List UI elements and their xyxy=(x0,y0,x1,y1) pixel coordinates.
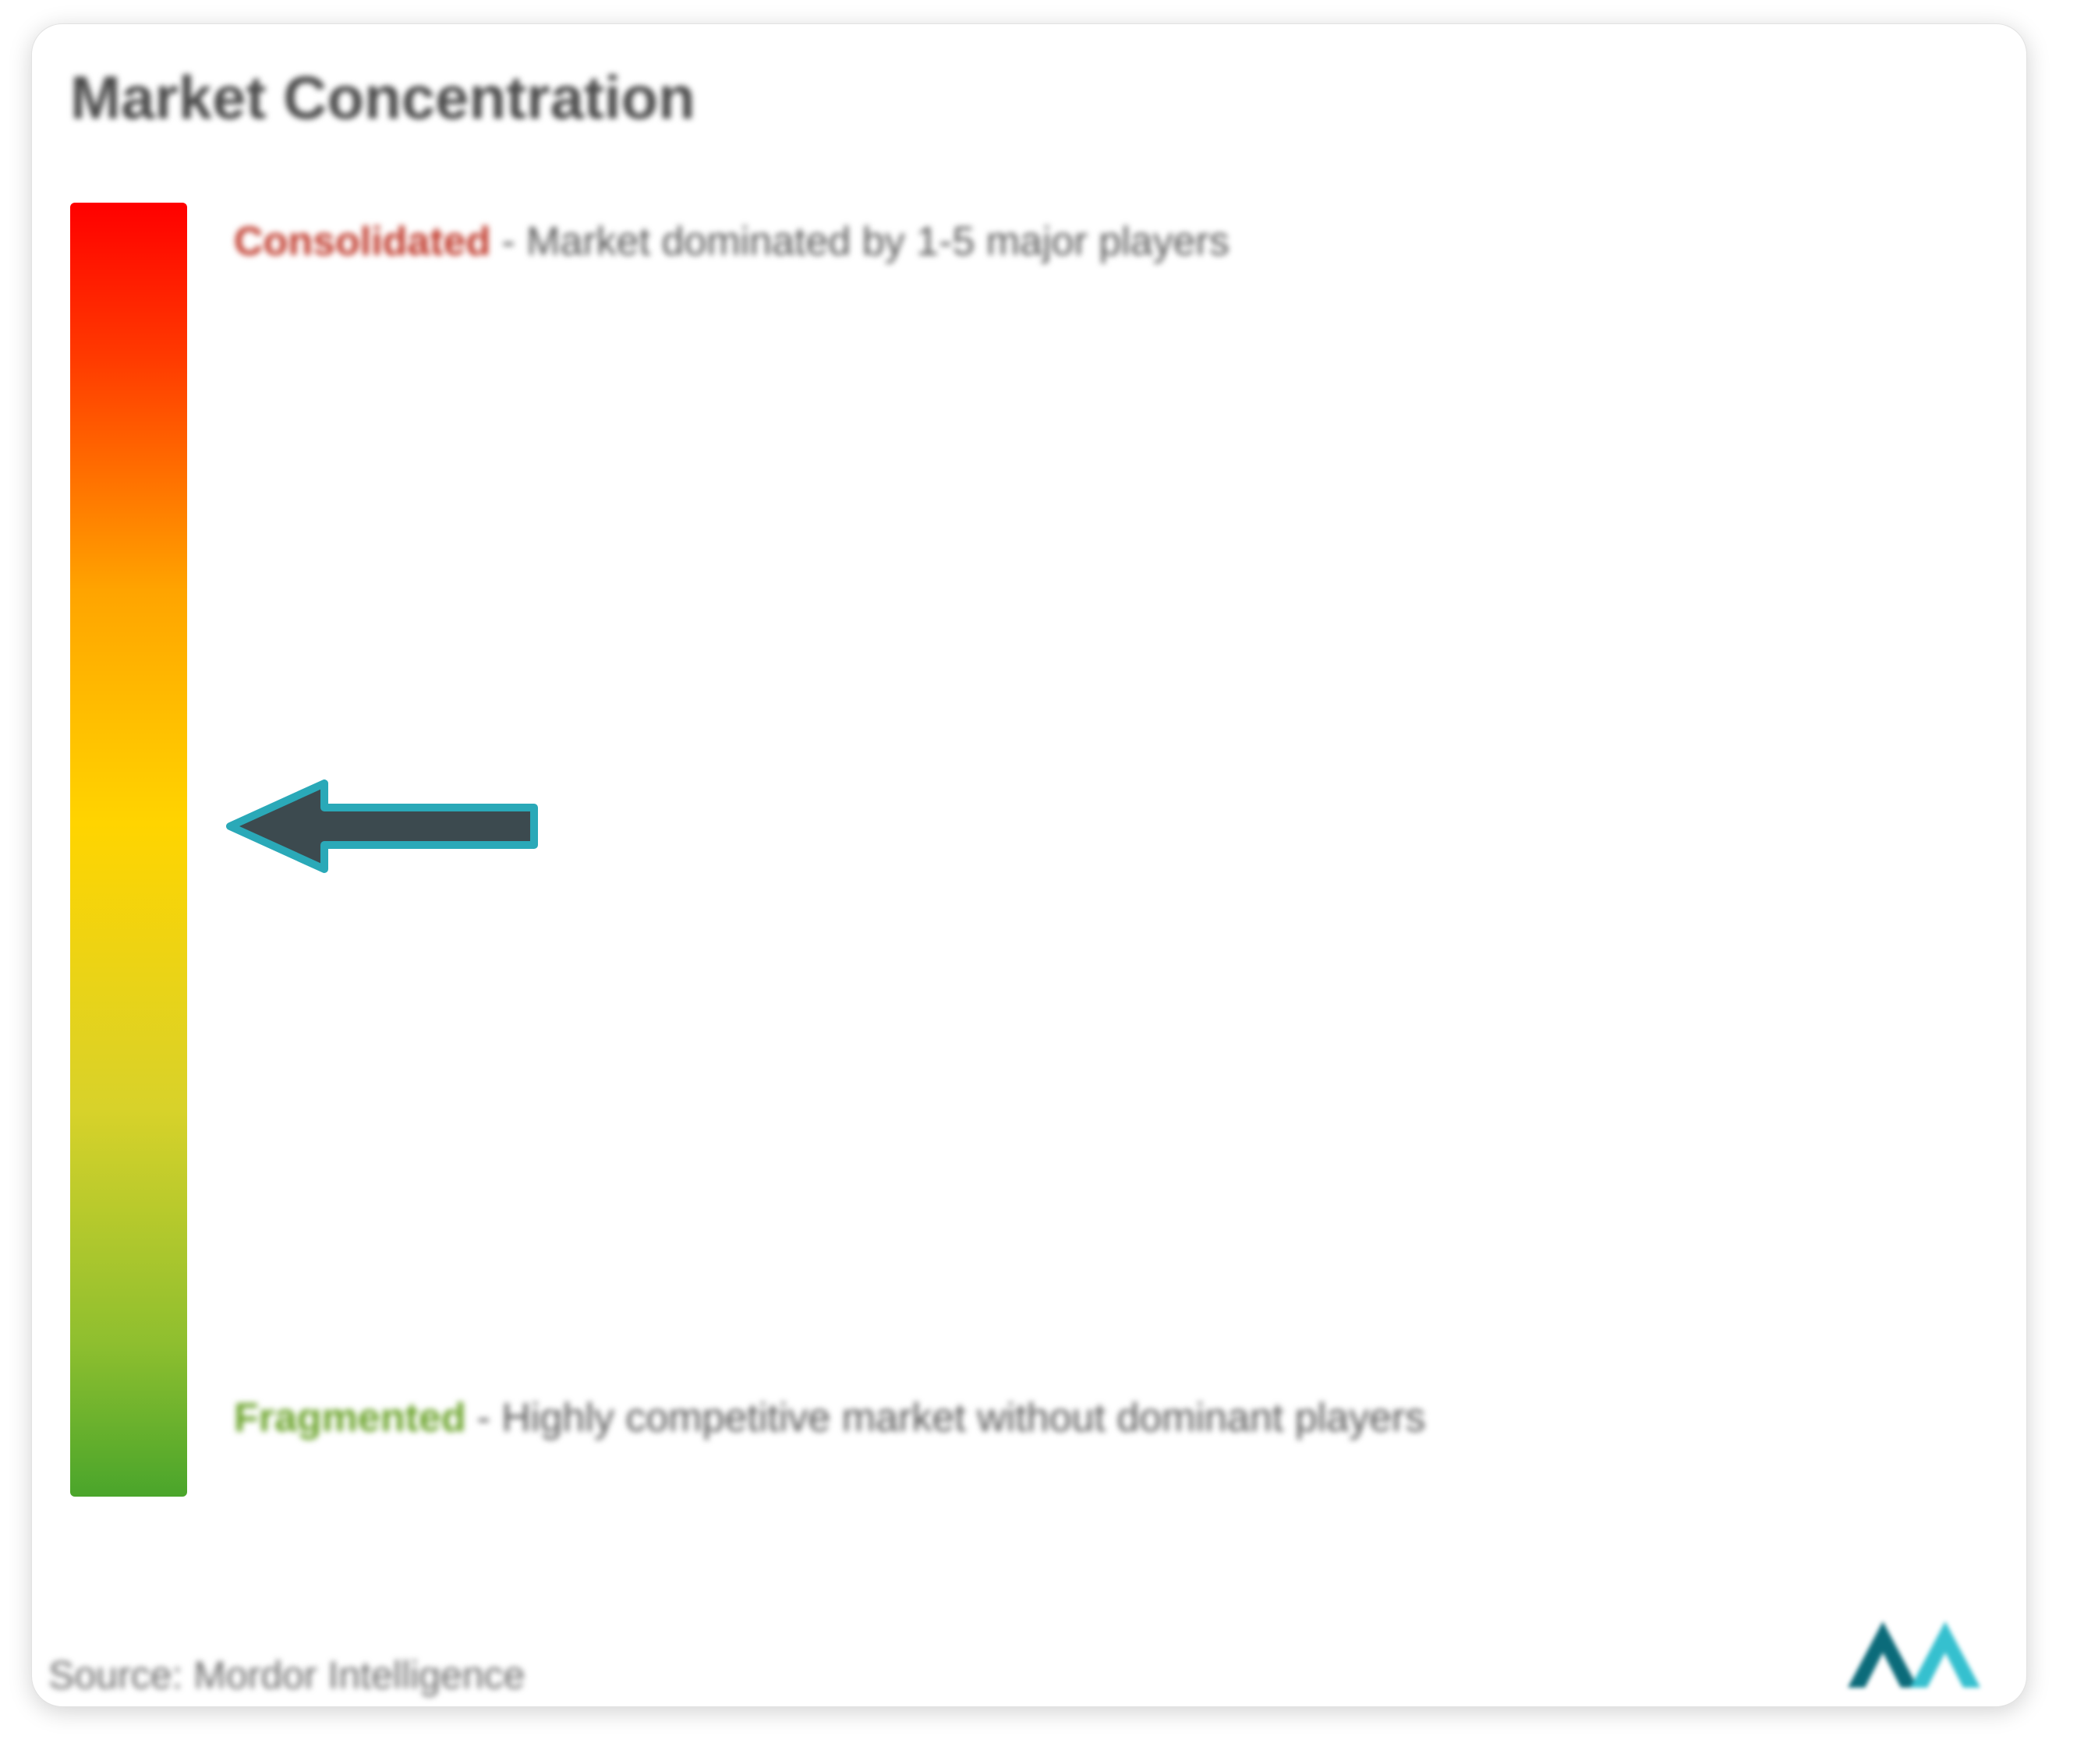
source-attribution: Source: Mordor Intelligence xyxy=(48,1653,525,1698)
consolidated-desc: - Market dominated by 1-5 major players xyxy=(501,218,1230,265)
arrow-left-icon xyxy=(226,779,538,873)
concentration-gradient-bar xyxy=(70,203,187,1497)
consolidated-key: Consolidated xyxy=(234,218,490,265)
fragmented-label-row: Fragmented - Highly competitive market w… xyxy=(234,1380,1871,1457)
mordor-logo-icon xyxy=(1840,1610,1988,1695)
page-title: Market Concentration xyxy=(70,62,695,133)
brand-logo xyxy=(1840,1610,1988,1695)
source-name: Mordor Intelligence xyxy=(193,1653,525,1697)
fragmented-desc: - Highly competitive market without domi… xyxy=(477,1380,1426,1457)
fragmented-key: Fragmented xyxy=(234,1380,466,1457)
consolidated-label-row: Consolidated - Market dominated by 1-5 m… xyxy=(234,218,1871,265)
position-indicator-arrow xyxy=(226,779,538,873)
source-prefix: Source: xyxy=(48,1653,193,1697)
